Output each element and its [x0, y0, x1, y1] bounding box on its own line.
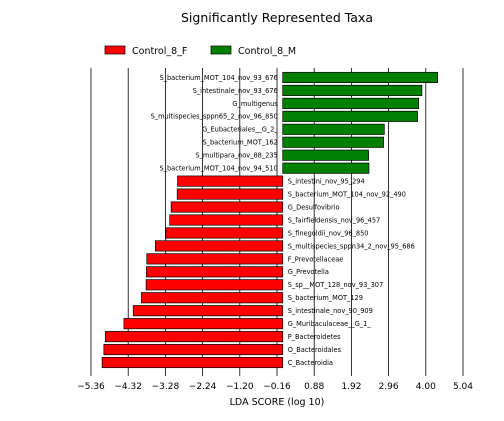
bar-label: S_multispecies_sppn34_2_nov_95_686 [288, 242, 415, 250]
bar [170, 201, 284, 213]
bar [282, 71, 438, 84]
bar [282, 162, 370, 174]
bar-label: G_Prevotella [288, 268, 329, 276]
bar-label: G_Muribaculaceae__G_1_ [288, 320, 372, 328]
legend-label: Control_8_F [132, 46, 187, 57]
bar-label: S_intestini_nov_95_294 [288, 178, 365, 186]
bar-label: O_Bacteroidales [288, 346, 342, 354]
x-tick-label: −2.24 [189, 382, 217, 392]
bar [155, 240, 284, 252]
bar-label: G_Desulfovibrio [288, 203, 340, 211]
bar [146, 266, 284, 278]
x-tick-label: −3.28 [152, 382, 180, 392]
bar-label: S_bacterium_MOT_162 [203, 139, 278, 147]
x-tick-label: −4.32 [114, 382, 142, 392]
bar-label: S_bacterium_MOT_104_nov_94_510 [160, 165, 278, 173]
bar [169, 214, 284, 226]
legend: Control_8_F Control_8_M [104, 45, 296, 57]
bar [282, 110, 418, 122]
legend-label: Control_8_M [238, 46, 296, 57]
bar [123, 318, 284, 330]
bar [165, 227, 284, 239]
bar-label: S_fairfieldensis_nov_96_457 [288, 216, 381, 224]
bar-label: S_bacterium_MOT_104_nov_93_676 [160, 74, 278, 82]
x-tick-label: −5.36 [77, 382, 105, 392]
chart-title: Significantly Represented Taxa [181, 10, 373, 25]
bar-label: S_intestinale_nov_90_909 [288, 307, 373, 315]
x-tick-label: 1.92 [341, 382, 361, 392]
bar [145, 279, 284, 291]
bar-label: G_multigenus [232, 100, 278, 108]
bar-label: S_finegoldii_nov_96_850 [288, 229, 369, 237]
bar-labels: S_bacterium_MOT_104_nov_93_676 S_intestin… [151, 74, 415, 367]
bar-label: S_multispecies_sppn65_2_nov_96_850 [151, 113, 278, 121]
bar-label: P_Bacteroidetes [288, 333, 341, 341]
bar-label: S_intestinale_nov_93_676 [193, 87, 278, 95]
bar-label: S_multipara_nov_88_235 [195, 152, 277, 160]
bar [177, 175, 284, 187]
bar [141, 292, 284, 304]
bar [103, 344, 284, 356]
x-tick-label: 2.96 [379, 382, 399, 392]
x-tick-label: −0.16 [263, 382, 291, 392]
bar-label: S_bacterium_MOT_104_nov_92_490 [288, 190, 406, 198]
bars [101, 71, 438, 369]
bar [101, 356, 284, 369]
x-axis-label: LDA SCORE (log 10) [230, 397, 325, 408]
x-tick-label: 0.88 [304, 382, 324, 392]
x-tick-label: −1.20 [226, 382, 254, 392]
x-tick-label: 4.00 [416, 382, 436, 392]
bar [176, 188, 284, 200]
legend-swatch [104, 45, 126, 55]
bar [146, 253, 284, 265]
bar [132, 305, 284, 317]
x-axis: −5.36 −4.32 −3.28 −2.24 −1.20 −0.16 0.88 1.92 2.… [77, 372, 473, 392]
bar [282, 136, 384, 148]
bar-label: C_Bacteroidia [288, 359, 333, 367]
bar-label: F_Prevotellaceae [288, 255, 344, 263]
bar-label: G_Eubacteriales__G_2_ [202, 126, 278, 134]
bar-label: S_bacterium_MOT_129 [288, 294, 363, 302]
bar [282, 97, 419, 109]
bar [282, 123, 385, 135]
x-tick-label: 5.04 [453, 382, 473, 392]
legend-swatch [210, 45, 232, 55]
bar [282, 84, 423, 96]
bar [282, 149, 369, 161]
bar-label: S_sp__MOT_128_nov_93_307 [288, 281, 383, 289]
bar [104, 331, 284, 343]
